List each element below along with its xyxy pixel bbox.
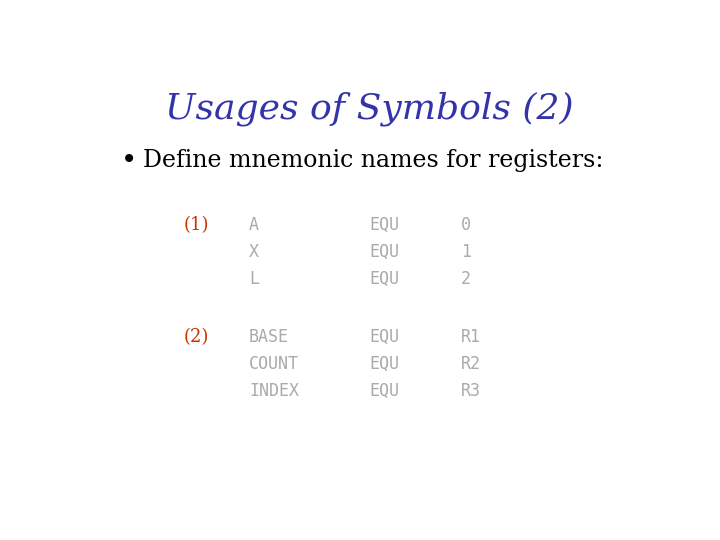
Text: Define mnemonic names for registers:: Define mnemonic names for registers: <box>143 149 603 172</box>
Text: L: L <box>249 270 259 288</box>
Text: R1: R1 <box>461 328 481 346</box>
Text: R3: R3 <box>461 382 481 400</box>
Text: COUNT: COUNT <box>249 355 299 373</box>
Text: EQU: EQU <box>369 328 399 346</box>
Text: 1: 1 <box>461 243 471 261</box>
Text: •: • <box>121 146 137 174</box>
Text: EQU: EQU <box>369 216 399 234</box>
Text: (1): (1) <box>184 216 209 234</box>
Text: EQU: EQU <box>369 270 399 288</box>
Text: A: A <box>249 216 259 234</box>
Text: Usages of Symbols (2): Usages of Symbols (2) <box>165 91 573 126</box>
Text: (2): (2) <box>184 328 209 346</box>
Text: EQU: EQU <box>369 382 399 400</box>
Text: EQU: EQU <box>369 243 399 261</box>
Text: BASE: BASE <box>249 328 289 346</box>
Text: X: X <box>249 243 259 261</box>
Text: 2: 2 <box>461 270 471 288</box>
Text: R2: R2 <box>461 355 481 373</box>
Text: INDEX: INDEX <box>249 382 299 400</box>
Text: EQU: EQU <box>369 355 399 373</box>
Text: 0: 0 <box>461 216 471 234</box>
